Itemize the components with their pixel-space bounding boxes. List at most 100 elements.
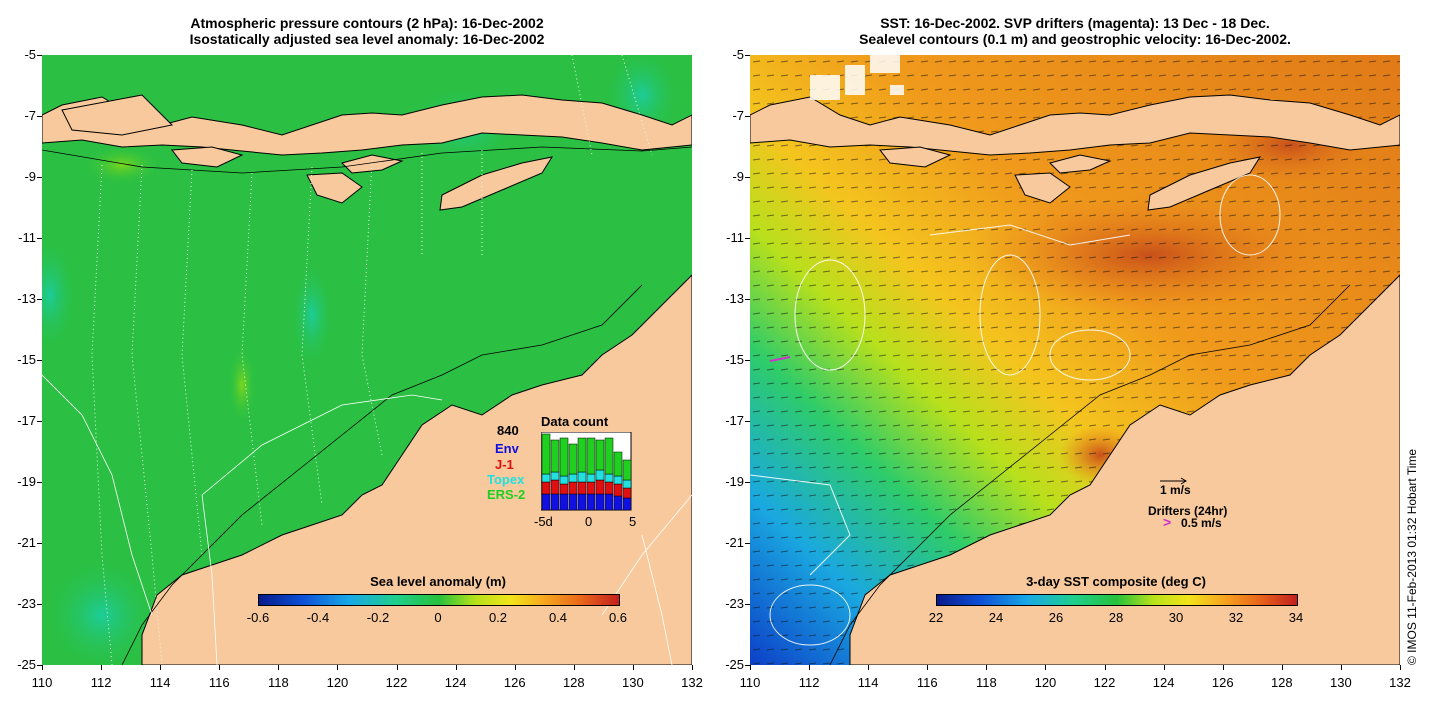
left-colorbar-tick: 0.2 bbox=[488, 610, 508, 625]
right-xtick-label: 114 bbox=[857, 675, 879, 690]
right-ytick-label: -15 bbox=[725, 352, 744, 367]
right-ytick-mark bbox=[745, 421, 750, 422]
right-ytick-mark bbox=[745, 665, 750, 666]
drifter-key-value: 0.5 m/s bbox=[1181, 516, 1222, 530]
inset-bar-segment bbox=[541, 481, 551, 495]
right-xtick-mark bbox=[927, 665, 929, 670]
copyright-text: © IMOS 11-Feb-2013 01:32 Hobart Time bbox=[1405, 448, 1419, 665]
left-ytick-mark bbox=[37, 543, 42, 544]
left-ytick-mark bbox=[37, 55, 42, 56]
inset-bar-segment bbox=[541, 433, 551, 475]
inset-legend-j1: J-1 bbox=[495, 457, 514, 472]
right-ytick-label: -9 bbox=[732, 169, 744, 184]
inset-bar-segment bbox=[622, 479, 632, 489]
inset-count: 840 bbox=[497, 423, 519, 438]
left-ytick-label: -17 bbox=[17, 413, 36, 428]
left-xtick-label: 112 bbox=[90, 675, 112, 690]
inset-bar-segment bbox=[613, 495, 623, 511]
right-xtick-label: 112 bbox=[798, 675, 820, 690]
left-xtick-mark bbox=[455, 665, 457, 670]
velocity-key-arrow-icon bbox=[1160, 477, 1187, 485]
inset-bar-segment bbox=[568, 493, 578, 511]
left-xtick-label: 118 bbox=[267, 675, 289, 690]
left-xtick-label: 132 bbox=[681, 675, 703, 690]
inset-bar-segment bbox=[586, 437, 596, 475]
left-ytick-label: -19 bbox=[17, 474, 36, 489]
right-xtick-mark bbox=[1222, 665, 1224, 670]
inset-bar-segment bbox=[586, 493, 596, 511]
inset-xtick-0: 0 bbox=[585, 514, 593, 529]
inset-bar-segment bbox=[559, 475, 569, 485]
right-xtick-label: 116 bbox=[916, 675, 938, 690]
right-ytick-mark bbox=[745, 604, 750, 605]
inset-bar-segment bbox=[550, 439, 560, 473]
right-ytick-mark bbox=[745, 55, 750, 56]
left-ytick-mark bbox=[37, 116, 42, 117]
inset-legend-topex: Topex bbox=[487, 472, 525, 487]
inset-legend-ers2: ERS-2 bbox=[487, 487, 526, 502]
left-xtick-mark bbox=[632, 665, 634, 670]
inset-bar-segment bbox=[586, 481, 596, 495]
inset-bar-chart bbox=[541, 432, 632, 511]
left-xtick-label: 116 bbox=[208, 675, 230, 690]
inset-bar-segment bbox=[595, 479, 605, 495]
left-ytick-label: -5 bbox=[24, 47, 36, 62]
right-colorbar bbox=[936, 594, 1298, 606]
left-ytick-label: -25 bbox=[17, 657, 36, 672]
left-colorbar-tick: -0.6 bbox=[246, 610, 270, 625]
inset-bar-segment bbox=[577, 493, 587, 511]
right-colorbar-tick: 28 bbox=[1108, 610, 1124, 625]
left-ytick-mark bbox=[37, 482, 42, 483]
left-ytick-label: -13 bbox=[17, 291, 36, 306]
left-xtick-mark bbox=[573, 665, 575, 670]
inset-bar-segment bbox=[577, 437, 587, 473]
right-colorbar-title: 3-day SST composite (deg C) bbox=[1026, 574, 1206, 589]
left-ytick-label: -7 bbox=[24, 108, 36, 123]
right-xtick-label: 132 bbox=[1389, 675, 1411, 690]
right-xtick-mark bbox=[1104, 665, 1106, 670]
right-ytick-mark bbox=[745, 482, 750, 483]
left-xtick-label: 114 bbox=[149, 675, 171, 690]
left-ytick-mark bbox=[37, 238, 42, 239]
right-ytick-label: -5 bbox=[732, 47, 744, 62]
inset-bar-segment bbox=[613, 451, 623, 477]
right-colorbar-tick: 26 bbox=[1048, 610, 1064, 625]
left-ytick-mark bbox=[37, 360, 42, 361]
left-ytick-label: -23 bbox=[17, 596, 36, 611]
inset-bar-segment bbox=[595, 439, 605, 471]
left-ytick-mark bbox=[37, 299, 42, 300]
inset-bar-segment bbox=[550, 493, 560, 511]
right-ytick-label: -13 bbox=[725, 291, 744, 306]
right-xtick-mark bbox=[986, 665, 988, 670]
right-ytick-label: -23 bbox=[725, 596, 744, 611]
right-colorbar-tick: 24 bbox=[988, 610, 1004, 625]
left-ytick-label: -9 bbox=[24, 169, 36, 184]
left-colorbar-tick: 0 bbox=[434, 610, 442, 625]
inset-bar-segment bbox=[559, 437, 569, 477]
left-xtick-label: 124 bbox=[444, 675, 467, 690]
right-xtick-mark bbox=[1400, 665, 1401, 670]
drifter-key-title: Drifters (24hr) bbox=[1148, 504, 1228, 518]
inset-bar-segment bbox=[604, 493, 614, 511]
inset-bar-segment bbox=[568, 443, 578, 475]
left-xtick-mark bbox=[160, 665, 162, 670]
left-ytick-mark bbox=[37, 177, 42, 178]
right-xtick-label: 122 bbox=[1093, 675, 1116, 690]
inset-bar-segment bbox=[622, 487, 632, 499]
left-xtick-label: 110 bbox=[31, 675, 53, 690]
left-xtick-label: 122 bbox=[385, 675, 408, 690]
inset-bar-segment bbox=[550, 479, 560, 495]
inset-bar-segment bbox=[559, 483, 569, 495]
right-xtick-label: 118 bbox=[975, 675, 997, 690]
right-colorbar-tick: 32 bbox=[1228, 610, 1244, 625]
left-xtick-mark bbox=[101, 665, 103, 670]
left-map-title: Atmospheric pressure contours (2 hPa): 1… bbox=[42, 15, 692, 47]
inset-bar-segment bbox=[541, 473, 551, 483]
right-xtick-label: 120 bbox=[1034, 675, 1057, 690]
right-ytick-label: -21 bbox=[725, 535, 744, 550]
left-ytick-label: -15 bbox=[17, 352, 36, 367]
right-xtick-mark bbox=[1163, 665, 1165, 670]
right-xtick-mark bbox=[1045, 665, 1047, 670]
inset-xtick-m5: -5d bbox=[534, 514, 553, 529]
inset-bar-segment bbox=[595, 493, 605, 511]
